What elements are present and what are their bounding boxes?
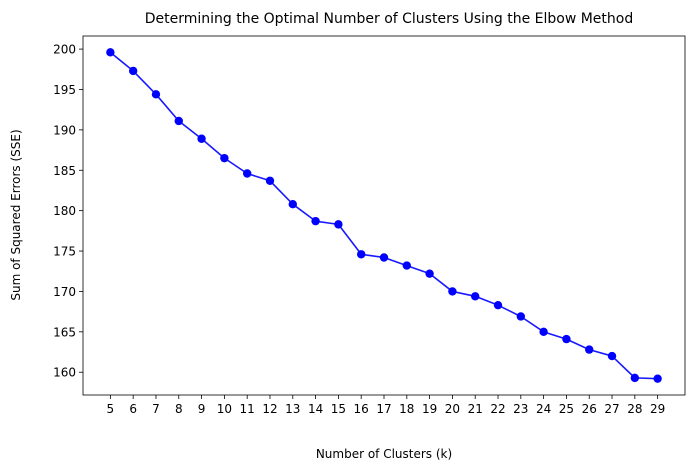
- x-tick-label: 27: [604, 402, 619, 416]
- x-tick-label: 25: [559, 402, 574, 416]
- x-tick-label: 21: [468, 402, 483, 416]
- data-point: [516, 312, 526, 321]
- data-point: [174, 116, 183, 126]
- series-sse: [106, 48, 662, 383]
- data-point: [493, 300, 503, 310]
- y-tick-label: 195: [53, 83, 76, 97]
- x-tick-label: 26: [582, 402, 597, 416]
- series-markers: [106, 48, 662, 383]
- y-tick-label: 190: [53, 123, 76, 137]
- data-point: [607, 351, 617, 361]
- data-point: [448, 287, 457, 296]
- y-tick-label: 180: [53, 204, 76, 218]
- x-tick-label: 19: [422, 402, 437, 416]
- y-axis-ticks: 160 165 170 175 180 185 190 195 200: [53, 43, 83, 380]
- data-point: [653, 374, 662, 383]
- x-tick-label: 7: [152, 402, 160, 416]
- data-point: [311, 216, 320, 226]
- plot-frame: [82, 35, 686, 396]
- data-point: [630, 373, 640, 383]
- x-axis-label: Number of Clusters (k): [316, 447, 452, 461]
- data-point: [197, 134, 206, 143]
- x-tick-label: 20: [445, 402, 460, 416]
- data-point: [539, 327, 548, 337]
- y-tick-label: 160: [53, 366, 76, 380]
- data-point: [288, 199, 297, 209]
- x-tick-label: 23: [513, 402, 528, 416]
- x-tick-label: 16: [354, 402, 369, 416]
- x-tick-label: 13: [285, 402, 300, 416]
- x-tick-label: 29: [650, 402, 665, 416]
- y-tick-label: 165: [53, 325, 76, 339]
- x-tick-label: 14: [308, 402, 323, 416]
- data-point: [425, 269, 434, 278]
- data-point: [128, 66, 138, 76]
- data-point: [471, 292, 480, 301]
- data-point: [220, 153, 229, 163]
- y-axis-label: Sum of Squared Errors (SSE): [9, 129, 23, 300]
- data-point: [106, 48, 115, 57]
- data-point: [585, 345, 594, 354]
- data-point: [151, 90, 161, 99]
- x-tick-label: 12: [262, 402, 277, 416]
- x-tick-label: 22: [490, 402, 505, 416]
- x-tick-label: 15: [331, 402, 346, 416]
- x-tick-label: 8: [175, 402, 183, 416]
- x-tick-label: 11: [240, 402, 255, 416]
- x-tick-label: 17: [376, 402, 391, 416]
- x-tick-label: 9: [198, 402, 206, 416]
- data-point: [265, 176, 275, 185]
- data-point: [402, 261, 412, 270]
- x-tick-label: 5: [107, 402, 115, 416]
- data-point: [379, 253, 389, 262]
- x-tick-label: 18: [399, 402, 414, 416]
- x-tick-label: 24: [536, 402, 551, 416]
- y-tick-label: 200: [53, 43, 76, 57]
- y-tick-label: 175: [53, 245, 76, 259]
- data-point: [562, 334, 571, 344]
- data-point: [356, 250, 366, 259]
- data-point: [242, 169, 252, 178]
- x-tick-label: 6: [129, 402, 137, 416]
- chart-title: Determining the Optimal Number of Cluste…: [145, 11, 634, 27]
- x-tick-label: 28: [627, 402, 642, 416]
- data-point: [334, 220, 343, 229]
- y-tick-label: 170: [53, 285, 76, 299]
- x-axis-ticks: 5 6 7 8 9 10 11 12 13 14 15 16 17 18 19 20 21 22 23 24 25 26 2…: [107, 395, 665, 416]
- x-tick-label: 10: [217, 402, 232, 416]
- y-tick-label: 185: [53, 164, 76, 178]
